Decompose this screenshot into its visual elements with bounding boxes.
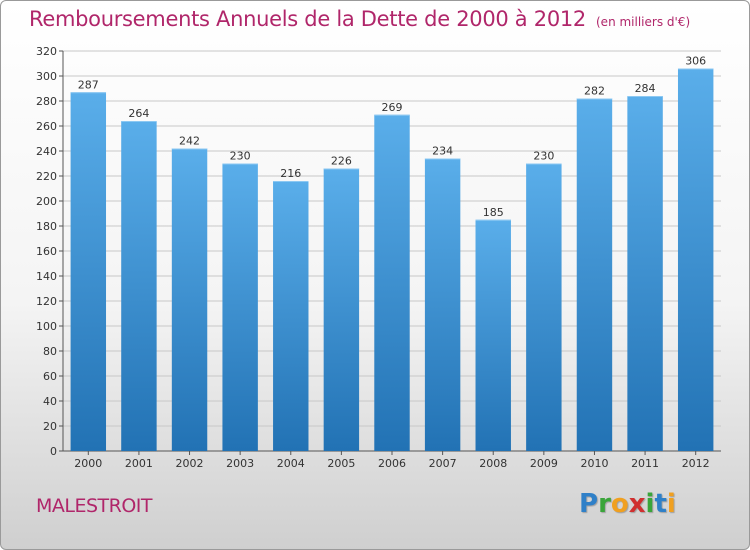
logo-letter: P — [579, 489, 599, 519]
data-label-2004: 216 — [280, 167, 301, 180]
data-label-2011: 284 — [635, 82, 656, 95]
x-tick-label: 2003 — [226, 457, 254, 470]
bar-2000 — [70, 92, 107, 451]
y-tick-label: 20 — [43, 420, 57, 433]
y-tick-label: 80 — [43, 345, 57, 358]
data-label-2008: 185 — [483, 206, 504, 219]
x-tick-label: 2010 — [580, 457, 608, 470]
data-label-2009: 230 — [533, 150, 554, 163]
y-tick-label: 320 — [36, 45, 57, 58]
y-tick-label: 140 — [36, 270, 57, 283]
logo-letter: r — [598, 489, 611, 519]
y-tick-label: 160 — [36, 245, 57, 258]
x-tick-label: 2005 — [327, 457, 355, 470]
data-label-2003: 230 — [230, 150, 251, 163]
data-label-2000: 287 — [78, 78, 99, 91]
bar-2004 — [273, 181, 309, 451]
data-label-2010: 282 — [584, 85, 605, 98]
proxiti-logo: Proxiti — [579, 491, 676, 517]
data-labels: 287 264 242 230 216 226 269 234 185 230 282 284 306 — [78, 55, 706, 219]
bar-2010 — [576, 98, 613, 451]
chart-title: Remboursements Annuels de la Dette de 20… — [29, 7, 690, 31]
y-tick-label: 60 — [43, 370, 57, 383]
bar-2008 — [475, 219, 511, 451]
y-tick-label: 200 — [36, 195, 57, 208]
city-name: MALESTROIT — [36, 495, 153, 517]
bar-2002 — [171, 148, 208, 451]
logo-letter: t — [654, 489, 667, 519]
y-tick-label: 260 — [36, 120, 57, 133]
x-tick-label: 2011 — [631, 457, 659, 470]
logo-letter: o — [610, 489, 629, 519]
data-label-2006: 269 — [382, 101, 403, 114]
logo-letter: i — [666, 489, 676, 519]
data-label-2007: 234 — [432, 145, 453, 158]
y-tick-label: 300 — [36, 70, 57, 83]
bar-2009 — [526, 163, 562, 451]
y-tick-label: 180 — [36, 220, 57, 233]
x-tick-label: 2002 — [176, 457, 204, 470]
bar-2007 — [424, 158, 461, 451]
y-tick-label: 40 — [43, 395, 57, 408]
x-tick-label: 2004 — [277, 457, 305, 470]
chart-title-text: Remboursements Annuels de la Dette de 20… — [29, 7, 586, 31]
x-tick-label: 2006 — [378, 457, 406, 470]
bar-2003 — [222, 163, 258, 451]
x-tick-label: 2007 — [429, 457, 457, 470]
y-tick-label: 220 — [36, 170, 57, 183]
y-tick-label: 280 — [36, 95, 57, 108]
chart-unit: (en milliers d'€) — [596, 15, 691, 29]
x-tick-label: 2000 — [74, 457, 102, 470]
data-label-2002: 242 — [179, 135, 200, 148]
logo-letter: i — [645, 489, 655, 519]
x-tick-label: 2001 — [125, 457, 153, 470]
y-tick-label: 240 — [36, 145, 57, 158]
bar-2005 — [323, 168, 360, 451]
bar-2012 — [677, 68, 714, 451]
data-label-2001: 264 — [128, 107, 149, 120]
y-tick-label: 100 — [36, 320, 57, 333]
bars — [70, 68, 714, 451]
x-tick-label: 2012 — [682, 457, 710, 470]
x-tick-label: 2008 — [479, 457, 507, 470]
bar-2006 — [374, 114, 410, 451]
bar-2011 — [627, 96, 663, 451]
y-tick-label: 120 — [36, 295, 57, 308]
y-tick-label: 0 — [50, 445, 57, 458]
bar-2001 — [121, 121, 157, 451]
logo-letter: x — [628, 489, 646, 519]
data-label-2005: 226 — [331, 155, 352, 168]
data-label-2012: 306 — [685, 55, 706, 68]
x-tick-label: 2009 — [530, 457, 558, 470]
axes: 0 20 40 60 80 100 120 140 160 180 200 220 240 260 280 3… — [36, 45, 721, 470]
